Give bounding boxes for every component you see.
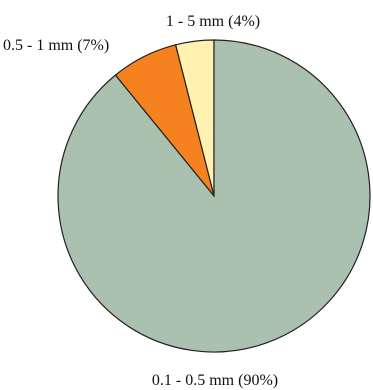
slice-label-2: 1 - 5 mm (4%) [166,13,260,30]
slice-label-1: 0.5 - 1 mm (7%) [3,37,109,54]
pie-slice-0 [57,39,371,353]
slice-label-0: 0.1 - 0.5 mm (90%) [152,372,278,389]
